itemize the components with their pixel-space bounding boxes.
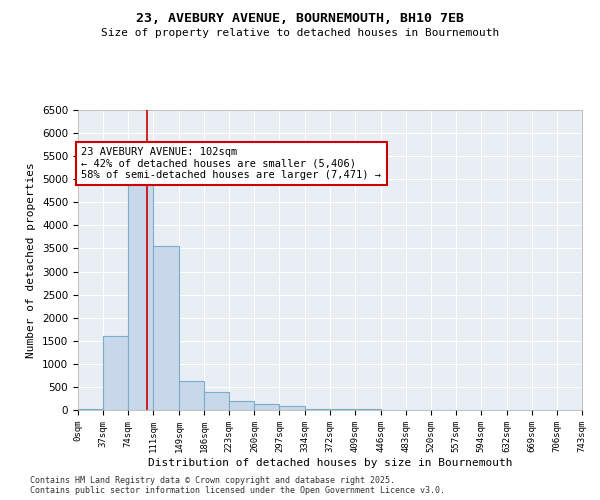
Bar <box>153 246 179 410</box>
Text: Contains HM Land Registry data © Crown copyright and database right 2025.
Contai: Contains HM Land Registry data © Crown c… <box>30 476 445 495</box>
Bar <box>103 336 128 410</box>
X-axis label: Distribution of detached houses by size in Bournemouth: Distribution of detached houses by size … <box>148 458 512 468</box>
Bar <box>78 408 103 410</box>
Bar <box>355 408 380 410</box>
Y-axis label: Number of detached properties: Number of detached properties <box>26 162 37 358</box>
Bar <box>331 408 355 410</box>
Text: 23 AVEBURY AVENUE: 102sqm
← 42% of detached houses are smaller (5,406)
58% of se: 23 AVEBURY AVENUE: 102sqm ← 42% of detac… <box>82 147 382 180</box>
Bar <box>179 382 204 410</box>
Bar <box>229 401 254 410</box>
Bar <box>305 408 331 410</box>
Text: Size of property relative to detached houses in Bournemouth: Size of property relative to detached ho… <box>101 28 499 38</box>
Bar <box>280 406 305 410</box>
Bar <box>254 404 280 410</box>
Bar <box>128 177 153 410</box>
Text: 23, AVEBURY AVENUE, BOURNEMOUTH, BH10 7EB: 23, AVEBURY AVENUE, BOURNEMOUTH, BH10 7E… <box>136 12 464 26</box>
Bar <box>204 392 229 410</box>
